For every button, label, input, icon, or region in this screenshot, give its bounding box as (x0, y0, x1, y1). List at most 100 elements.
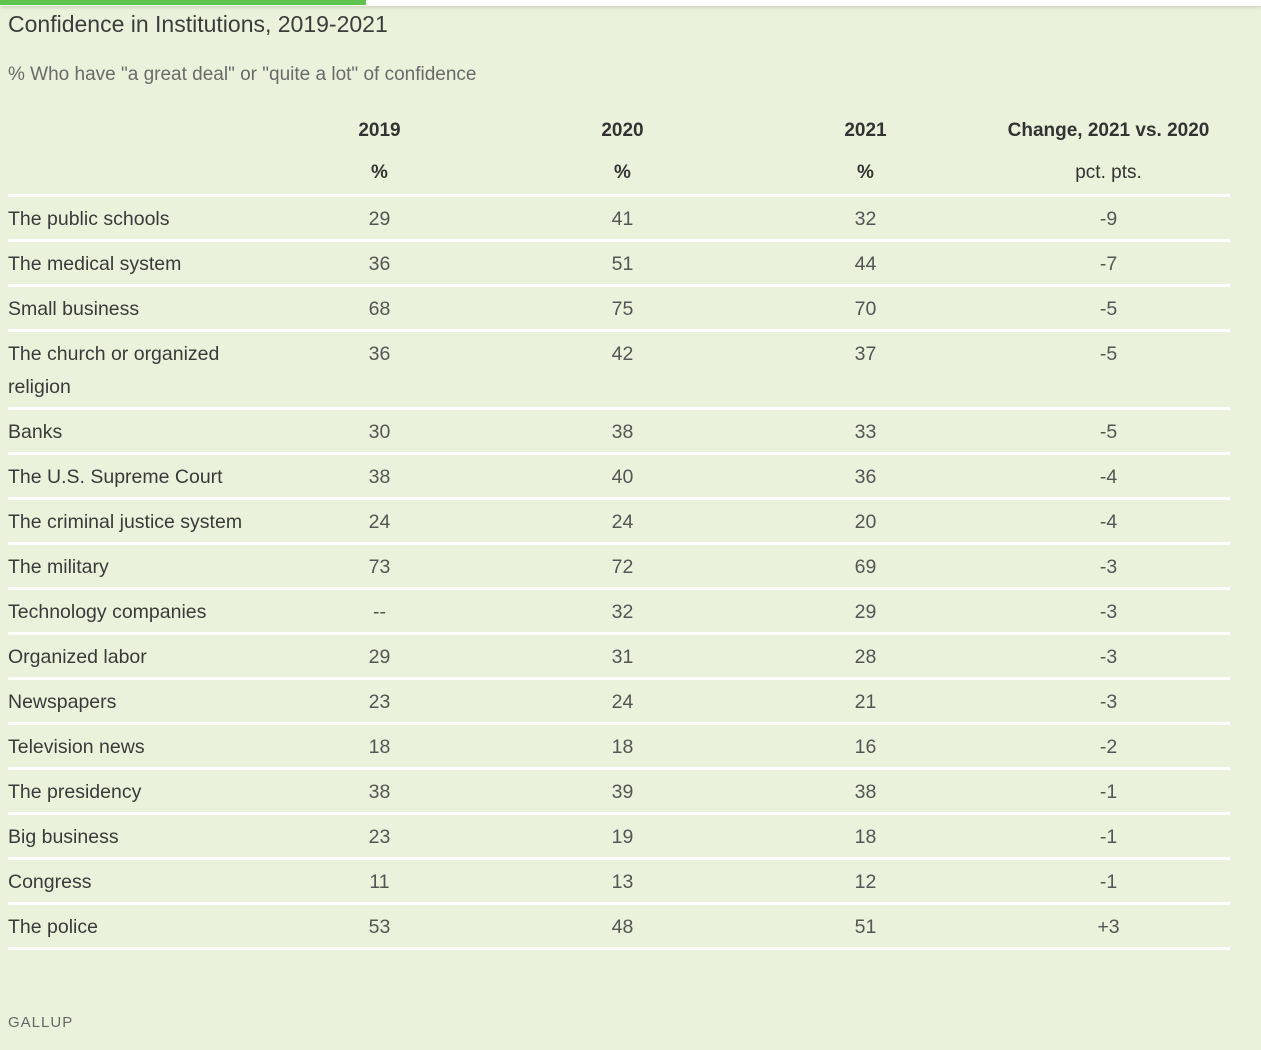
units-row: % % % pct. pts. (8, 152, 1230, 197)
institution-cell: Organized labor (8, 633, 258, 680)
value-2021-cell: 12 (744, 858, 987, 905)
institution-cell: The medical system (8, 240, 258, 287)
institution-cell: The U.S. Supreme Court (8, 453, 258, 500)
unit-label (8, 152, 258, 197)
confidence-table: 2019 2020 2021 Change, 2021 vs. 2020 % %… (8, 110, 1230, 950)
table-row: Television news 18 18 16 -2 (8, 723, 1230, 770)
table-row: The criminal justice system 24 24 20 -4 (8, 498, 1230, 545)
value-2021-cell: 51 (744, 903, 987, 950)
institution-cell: The presidency (8, 768, 258, 815)
page-title: Confidence in Institutions, 2019-2021 (8, 11, 388, 37)
institution-cell: Television news (8, 723, 258, 770)
institution-cell: Congress (8, 858, 258, 905)
table-row: Technology companies -- 32 29 -3 (8, 588, 1230, 635)
column-header: 2021 (844, 120, 887, 141)
header-row: 2019 2020 2021 Change, 2021 vs. 2020 (8, 110, 1230, 152)
value-2019-cell: 53 (258, 903, 501, 950)
table-row: Congress 11 13 12 -1 (8, 858, 1230, 905)
column-header: Change, 2021 vs. 2020 (1007, 120, 1210, 141)
value-2019-cell: 73 (258, 543, 501, 590)
value-2021-cell: 70 (744, 285, 987, 332)
column-header: 2020 (601, 120, 644, 141)
institution-cell: Technology companies (8, 588, 258, 635)
value-2019-cell: 38 (258, 453, 501, 500)
value-2021-cell: 33 (744, 408, 987, 455)
subtitle: % Who have "a great deal" or "quite a lo… (8, 64, 477, 85)
reading-progress-bar (0, 0, 366, 5)
value-2020-cell: 48 (501, 903, 744, 950)
value-2021-cell: 69 (744, 543, 987, 590)
table-row: The church or organized religion 36 42 37 -5 (8, 330, 1230, 410)
value-2019-cell: 68 (258, 285, 501, 332)
value-2019-cell: -- (258, 588, 501, 635)
value-2019-cell: 11 (258, 858, 501, 905)
value-2021-cell: 21 (744, 678, 987, 725)
value-2020-cell: 18 (501, 723, 744, 770)
value-2019-cell: 24 (258, 498, 501, 545)
value-2019-cell: 38 (258, 768, 501, 815)
value-2020-cell: 51 (501, 240, 744, 287)
change-cell: -3 (987, 633, 1230, 680)
table-row: Small business 68 75 70 -5 (8, 285, 1230, 332)
value-2020-cell: 32 (501, 588, 744, 635)
change-cell: -4 (987, 453, 1230, 500)
value-2021-cell: 28 (744, 633, 987, 680)
column-header: 2019 (358, 120, 401, 141)
value-2021-cell: 16 (744, 723, 987, 770)
table-row: Newspapers 23 24 21 -3 (8, 678, 1230, 725)
institution-cell: Big business (8, 813, 258, 860)
change-cell: -3 (987, 678, 1230, 725)
value-2020-cell: 31 (501, 633, 744, 680)
change-cell: -5 (987, 285, 1230, 332)
institution-cell: The criminal justice system (8, 498, 258, 545)
value-2020-cell: 75 (501, 285, 744, 332)
change-cell: -1 (987, 813, 1230, 860)
change-cell: -5 (987, 330, 1230, 410)
change-cell: -1 (987, 858, 1230, 905)
value-2019-cell: 18 (258, 723, 501, 770)
institution-cell: The church or organized religion (8, 330, 258, 410)
value-2021-cell: 20 (744, 498, 987, 545)
change-cell: -1 (987, 768, 1230, 815)
change-cell: -3 (987, 588, 1230, 635)
unit-label: % (258, 152, 501, 197)
institution-cell: The police (8, 903, 258, 950)
unit-label: % (744, 152, 987, 197)
value-2020-cell: 40 (501, 453, 744, 500)
table-row: Organized labor 29 31 28 -3 (8, 633, 1230, 680)
value-2019-cell: 29 (258, 195, 501, 242)
unit-label: pct. pts. (987, 152, 1230, 197)
value-2019-cell: 30 (258, 408, 501, 455)
column-header (8, 110, 258, 152)
value-2021-cell: 38 (744, 768, 987, 815)
change-cell: -5 (987, 408, 1230, 455)
institution-cell: The public schools (8, 195, 258, 242)
value-2021-cell: 18 (744, 813, 987, 860)
change-cell: -9 (987, 195, 1230, 242)
value-2021-cell: 36 (744, 453, 987, 500)
value-2020-cell: 24 (501, 498, 744, 545)
value-2021-cell: 37 (744, 330, 987, 410)
value-2020-cell: 38 (501, 408, 744, 455)
table-row: The presidency 38 39 38 -1 (8, 768, 1230, 815)
table-row: The U.S. Supreme Court 38 40 36 -4 (8, 453, 1230, 500)
value-2021-cell: 32 (744, 195, 987, 242)
institution-cell: Small business (8, 285, 258, 332)
source-label: GALLUP (8, 1014, 74, 1031)
value-2020-cell: 24 (501, 678, 744, 725)
change-cell: -7 (987, 240, 1230, 287)
institution-cell: Newspapers (8, 678, 258, 725)
table-row: The military 73 72 69 -3 (8, 543, 1230, 590)
change-cell: -2 (987, 723, 1230, 770)
value-2019-cell: 36 (258, 240, 501, 287)
change-cell: +3 (987, 903, 1230, 950)
unit-label: % (501, 152, 744, 197)
value-2019-cell: 23 (258, 813, 501, 860)
value-2020-cell: 41 (501, 195, 744, 242)
institution-cell: Banks (8, 408, 258, 455)
table-row: Banks 30 38 33 -5 (8, 408, 1230, 455)
value-2020-cell: 39 (501, 768, 744, 815)
value-2020-cell: 13 (501, 858, 744, 905)
table-row: The public schools 29 41 32 -9 (8, 195, 1230, 242)
value-2019-cell: 36 (258, 330, 501, 410)
